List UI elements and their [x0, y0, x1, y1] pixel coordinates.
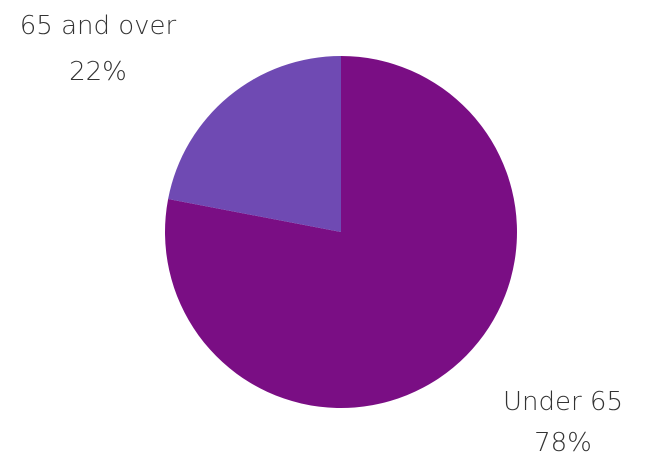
slice-value-under-65: 78%: [534, 428, 592, 457]
pie-slices: [164, 55, 517, 408]
slice-value-65-and-over: 22%: [69, 57, 127, 87]
slice-label-under-65: Under 65: [503, 387, 623, 417]
slice-label-65-and-over: 65 and over: [20, 11, 177, 41]
pie-slice-65-and-over: [168, 55, 341, 233]
